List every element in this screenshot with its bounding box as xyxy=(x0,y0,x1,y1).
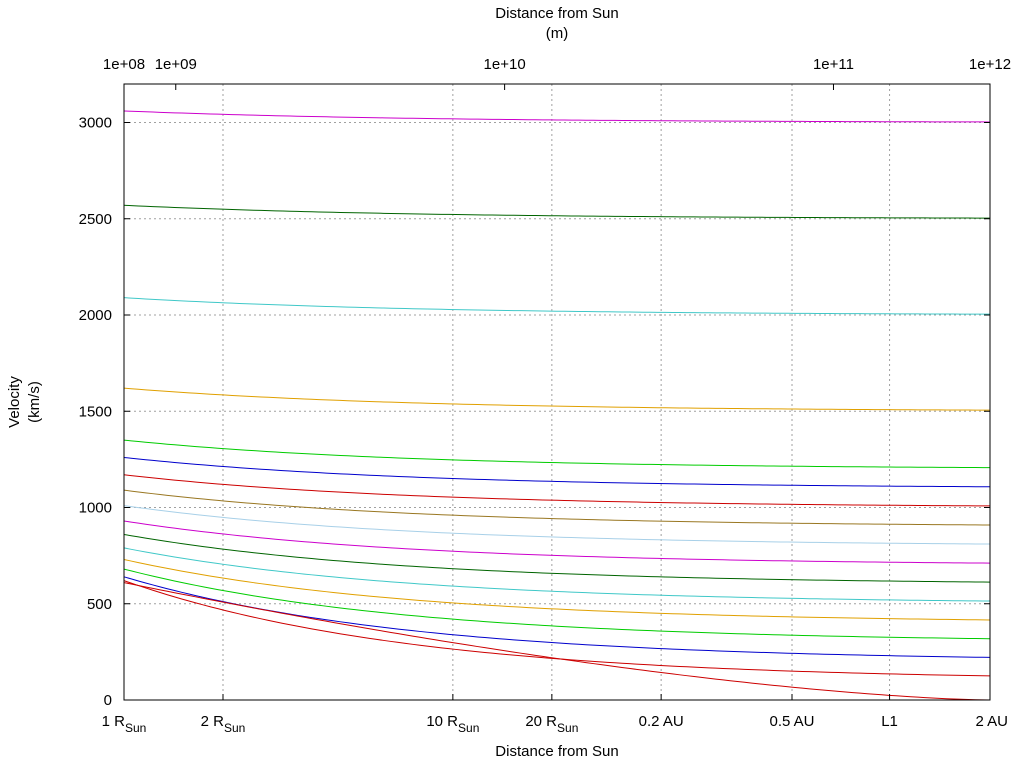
bottom-axis-tick-labels: 1 RSun 2 RSun 10 RSun 20 RSun 0.2 AU 0.5 AU L1… xyxy=(102,713,1008,735)
bottom-tick-label-subscript: Sun xyxy=(125,721,146,735)
y-tick-label: 0 xyxy=(104,692,112,709)
top-tick-label: 1e+10 xyxy=(484,56,526,73)
bottom-tick-label: 10 RSun xyxy=(426,713,479,735)
y-tick-label: 500 xyxy=(87,596,112,613)
top-tick-label: 1e+11 xyxy=(813,56,854,73)
bottom-tick-label-text: 20 R xyxy=(525,713,557,730)
series-line xyxy=(123,547,991,602)
bottom-tick-label: 2 RSun xyxy=(201,713,246,735)
bottom-tick-label: 2 AU xyxy=(975,713,1008,730)
grid-lines xyxy=(124,84,990,700)
series-line xyxy=(123,580,991,677)
series-line xyxy=(123,456,991,488)
top-axis-title: Distance from Sun xyxy=(495,5,618,22)
y-tick-label: 2000 xyxy=(79,307,112,324)
bottom-tick-label-text: 2 AU xyxy=(975,713,1008,730)
series-line xyxy=(123,568,991,640)
bottom-tick-label-subscript: Sun xyxy=(458,721,479,735)
bottom-tick-label: 20 RSun xyxy=(525,713,578,735)
series-line xyxy=(123,558,991,621)
series-line xyxy=(123,204,991,219)
series-line xyxy=(123,505,991,545)
y-tick-label: 1000 xyxy=(79,500,112,517)
series-line xyxy=(123,533,991,583)
y-axis-title: Velocity xyxy=(6,376,23,428)
axis-ticks xyxy=(123,84,991,701)
series-line xyxy=(123,387,991,411)
y-tick-label: 3000 xyxy=(79,115,112,132)
top-axis-tick-labels: 1e+08 1e+09 1e+10 1e+11 1e+12 xyxy=(103,56,1011,73)
bottom-tick-label: 1 RSun xyxy=(102,713,147,735)
top-tick-label: 1e+09 xyxy=(155,56,197,73)
bottom-tick-label-text: 0.2 AU xyxy=(639,713,684,730)
bottom-tick-label-text: 10 R xyxy=(426,713,458,730)
series-line xyxy=(123,297,991,315)
bottom-tick-label-text: 1 R xyxy=(102,713,126,730)
top-axis-units: (m) xyxy=(546,25,569,42)
series-line xyxy=(123,520,991,564)
top-tick-label: 1e+08 xyxy=(103,56,145,73)
y-axis-units: (km/s) xyxy=(26,381,43,423)
series-line xyxy=(123,439,991,469)
y-tick-label: 1500 xyxy=(79,403,112,420)
bottom-tick-label-text: L1 xyxy=(881,713,898,730)
series-line xyxy=(123,582,991,701)
bottom-tick-label: 0.2 AU xyxy=(639,713,684,730)
bottom-tick-label: 0.5 AU xyxy=(769,713,814,730)
series-line xyxy=(123,489,991,526)
bottom-axis-title: Distance from Sun xyxy=(495,743,618,760)
bottom-tick-label-text: 0.5 AU xyxy=(769,713,814,730)
bottom-tick-label: L1 xyxy=(881,713,898,730)
bottom-tick-label-text: 2 R xyxy=(201,713,225,730)
series-lines xyxy=(123,110,991,701)
series-line xyxy=(123,110,991,123)
y-tick-label: 2500 xyxy=(79,211,112,228)
plot-frame xyxy=(123,83,991,701)
bottom-tick-label-subscript: Sun xyxy=(224,721,245,735)
top-tick-label: 1e+12 xyxy=(969,56,1011,73)
y-axis-tick-labels: 0 500 1000 1500 2000 2500 3000 xyxy=(79,115,112,710)
bottom-tick-label-subscript: Sun xyxy=(557,721,578,735)
series-line xyxy=(123,474,991,507)
